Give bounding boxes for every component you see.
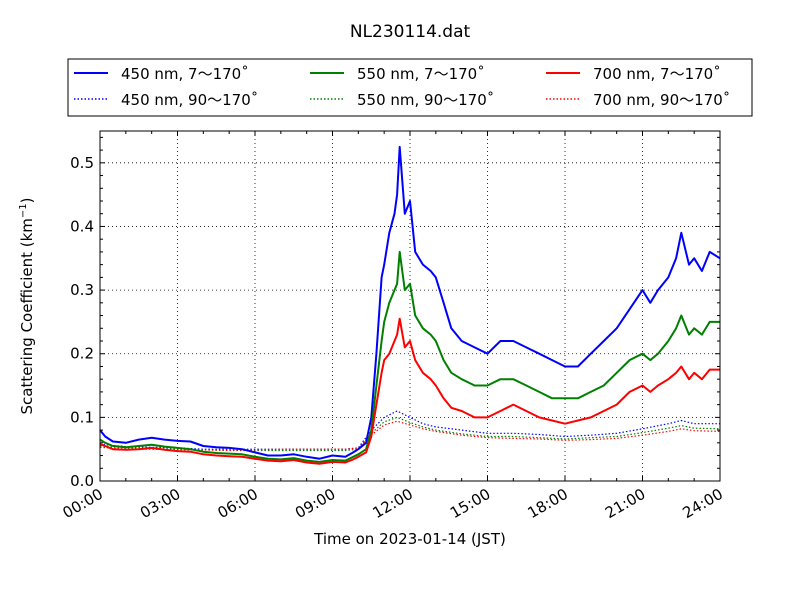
y-tick-label: 0.1 — [70, 408, 94, 426]
x-tick-label: 00:00 — [60, 485, 106, 522]
legend-entry-label: 450 nm, 90～170˚ — [121, 91, 258, 109]
series-line — [99, 250, 720, 463]
x-tick-label: 06:00 — [215, 485, 261, 522]
y-tick-label: 0.5 — [70, 154, 94, 172]
y-axis-label-end: ) — [18, 197, 36, 203]
x-tick-label: 09:00 — [292, 485, 338, 522]
series-line — [99, 420, 721, 452]
grid — [100, 131, 720, 481]
series-line — [99, 317, 720, 465]
series-layer — [99, 145, 721, 465]
x-tick-label: 12:00 — [370, 485, 416, 522]
x-tick-label: 21:00 — [602, 485, 648, 522]
y-tick-labels: 0.0 0.1 0.2 0.3 0.4 0.5 — [70, 154, 94, 490]
legend-entry-label: 700 nm, 90～170˚ — [593, 91, 730, 109]
x-tick-label: 03:00 — [137, 485, 183, 522]
x-tick-labels: 00:00 03:00 06:00 09:00 12:00 15:00 18:00 21:00… — [60, 485, 726, 522]
legend-entry-label: 550 nm, 90～170˚ — [357, 91, 494, 109]
series-line — [99, 416, 721, 452]
x-tick-label: 24:00 — [680, 485, 726, 522]
x-tick-label: 18:00 — [525, 485, 571, 522]
y-tick-label: 0.3 — [70, 281, 94, 299]
y-tick-label: 0.2 — [70, 345, 94, 363]
legend-entry-label: 550 nm, 7～170˚ — [357, 65, 485, 83]
legend: 450 nm, 7～170˚ 550 nm, 7～170˚ 700 nm, 7～17… — [67, 58, 753, 117]
y-tick-label: 0.0 — [70, 472, 94, 490]
chart-title: NL230114.dat — [350, 22, 471, 42]
y-axis-label: Scattering Coefficient (km−1) — [18, 197, 36, 414]
legend-entry-label: 700 nm, 7～170˚ — [593, 65, 721, 83]
series-line — [99, 145, 721, 460]
y-axis-label-superscript: −1 — [18, 203, 29, 218]
y-axis-label-main: Scattering Coefficient (km — [18, 218, 36, 414]
ticks — [99, 131, 721, 482]
legend-box — [67, 58, 753, 117]
y-tick-label: 0.4 — [70, 217, 94, 235]
x-axis-label: Time on 2023-01-14 (JST) — [313, 530, 506, 548]
x-tick-label: 15:00 — [447, 485, 493, 522]
legend-entry-label: 450 nm, 7～170˚ — [121, 65, 249, 83]
